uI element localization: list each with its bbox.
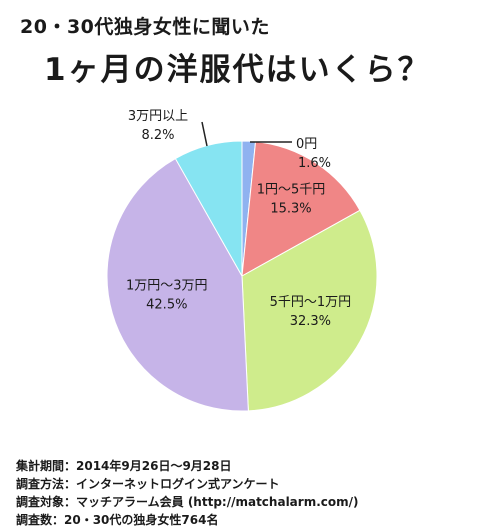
slice-label-2: 5千円～1万円: [270, 295, 352, 310]
slice-label-4: 3万円以上: [128, 109, 188, 124]
slice-value-label-0: 1.6%: [298, 156, 331, 171]
slice-label-0: 0円: [296, 137, 317, 152]
pie-slice-2: [241, 209, 378, 412]
slice-value-label-3: 42.5%: [146, 298, 187, 313]
leader-lines: [201, 121, 292, 147]
leader-line-4: [201, 121, 208, 147]
slice-value-label-1: 15.3%: [270, 202, 311, 217]
chart-title: 1ヶ月の洋服代はいくら？: [44, 52, 431, 88]
survey-method: 調査方法：インターネットログイン式アンケート: [16, 477, 280, 491]
survey-target: 調査対象：マッチアラーム会員 (http://matchalarm.com/): [16, 495, 359, 509]
pie-slices: [106, 140, 378, 412]
slice-label-1: 1円～5千円: [257, 183, 326, 198]
survey-info: 集計期間：2014年9月26日～9月28日 調査方法：インターネットログイン式ア…: [16, 457, 359, 529]
slice-value-label-4: 8.2%: [141, 128, 174, 143]
slice-label-3: 1万円～3万円: [126, 279, 208, 294]
pie-slice-3: [106, 157, 249, 412]
slice-value-label-2: 32.3%: [290, 314, 331, 329]
slice-labels: 0円 1.6% 1円～5千円 15.3% 5千円～1万円 32.3% 1万円～3万円 42.5…: [126, 109, 351, 329]
pie-slice-1: [241, 141, 361, 277]
chart-subtitle: 20・30代独身女性に聞いた: [20, 16, 270, 38]
survey-period: 集計期間：2014年9月26日～9月28日: [16, 459, 232, 473]
survey-count: 調査数：20・30代の独身女性764名: [16, 513, 219, 527]
